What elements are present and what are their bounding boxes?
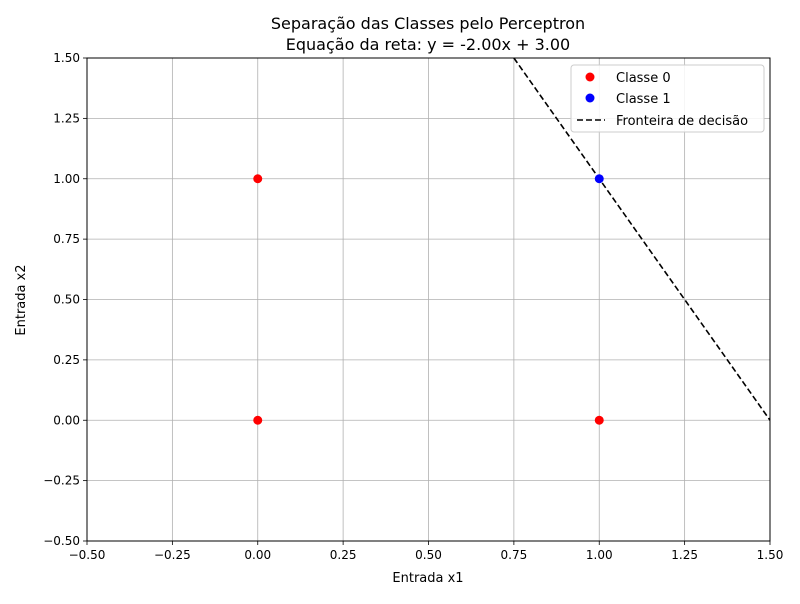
points-layer [253,174,604,425]
legend-box [570,64,765,133]
x-tick-label: 0.50 [415,548,442,562]
x-axis-label: Entrada x1 [392,571,463,586]
chart-subtitle: Equação da reta: y = -2.00x + 3.00 [286,35,570,54]
x-tick-label: 0.00 [244,548,271,562]
y-tick-label: 1.50 [53,51,80,65]
point-classe-0 [253,415,263,425]
y-tick-label: −0.50 [43,534,80,548]
y-tick-label: 1.25 [53,111,80,125]
legend-label-boundary: Fronteira de decisão [616,114,748,129]
legend-label-classe-0: Classe 0 [616,71,671,86]
chart-title: Separação das Classes pelo Perceptron [271,14,585,33]
y-tick-label: 0.00 [53,413,80,427]
point-classe-1 [594,174,604,184]
y-tick-label: 0.75 [53,232,80,246]
x-tick-label: 1.25 [671,548,698,562]
y-axis-label: Entrada x2 [14,264,29,335]
point-classe-0 [253,174,263,184]
y-tick-label: −0.25 [43,474,80,488]
x-tick-label: −0.25 [154,548,191,562]
y-tick-label: 1.00 [53,172,80,186]
y-tick-label: 0.25 [53,353,80,367]
legend-marker-classe-0 [585,72,595,82]
x-tick-label: 1.00 [586,548,613,562]
decision-boundary-line [513,57,771,421]
x-tick-label: −0.50 [69,548,106,562]
x-tick-label: 1.50 [757,548,784,562]
legend-label-classe-1: Classe 1 [616,92,671,107]
point-classe-0 [594,415,604,425]
y-tick-label: 0.50 [53,293,80,307]
ticks: −0.50 −0.25 0.00 0.25 0.50 0.75 1.00 1.25 1.50 −0… [43,51,783,562]
x-tick-label: 0.75 [501,548,528,562]
x-tick-label: 0.25 [330,548,357,562]
boundary-layer [513,57,771,421]
legend-marker-classe-1 [585,93,595,103]
legend: Classe 0 Classe 1 Fronteira de decisão [570,64,765,133]
